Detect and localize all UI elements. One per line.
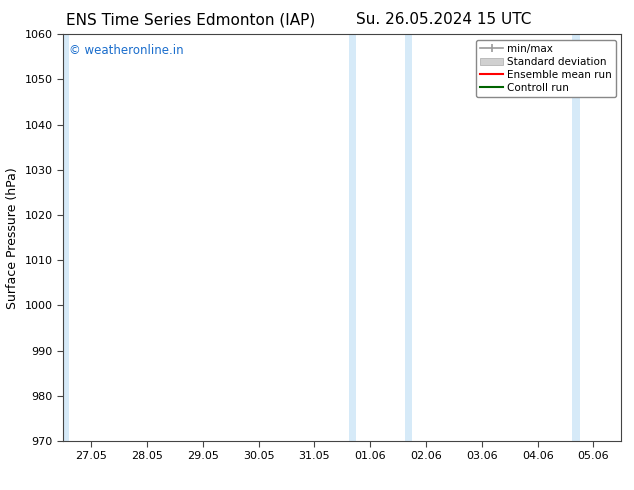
Bar (63, 34, 69, 441)
Bar (349, 34, 356, 441)
Text: © weatheronline.in: © weatheronline.in (69, 45, 184, 57)
Y-axis label: Surface Pressure (hPa): Surface Pressure (hPa) (6, 167, 19, 309)
Text: Su. 26.05.2024 15 UTC: Su. 26.05.2024 15 UTC (356, 12, 531, 27)
Bar (573, 34, 580, 441)
Bar (405, 34, 412, 441)
Bar (621, 34, 628, 441)
Text: ENS Time Series Edmonton (IAP): ENS Time Series Edmonton (IAP) (65, 12, 315, 27)
Legend: min/max, Standard deviation, Ensemble mean run, Controll run: min/max, Standard deviation, Ensemble me… (476, 40, 616, 97)
